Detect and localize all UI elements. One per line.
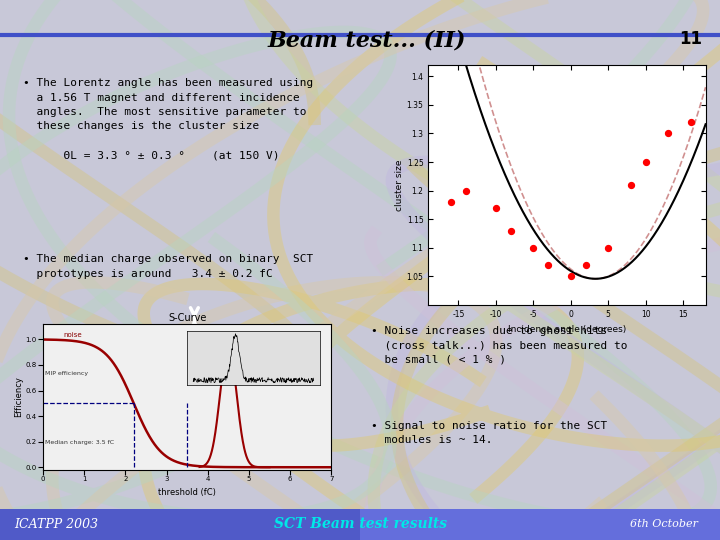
Text: noise: noise [64,332,82,338]
Y-axis label: cluster size: cluster size [395,159,404,211]
Point [528,244,539,252]
Text: • The median charge observed on binary  SCT
  prototypes is around   3.4 ± 0.2 f: • The median charge observed on binary S… [23,254,313,279]
X-axis label: Incidence angle (degrees): Incidence angle (degrees) [508,325,626,334]
Text: • Signal to noise ratio for the SCT
  modules is ~ 14.: • Signal to noise ratio for the SCT modu… [371,421,607,446]
Text: Median charge: 3.5 fC: Median charge: 3.5 fC [45,440,114,445]
Point [580,261,592,269]
Text: • Noise increases due to ghost hits
  (cross talk...) has been measured to
  be : • Noise increases due to ghost hits (cro… [371,326,627,365]
Text: • The Lorentz angle has been measured using
  a 1.56 T magnet and different inci: • The Lorentz angle has been measured us… [23,78,313,160]
Point [542,261,554,269]
Text: SCT Beam test results: SCT Beam test results [274,517,446,531]
Text: 11: 11 [679,30,702,48]
X-axis label: threshold (fC): threshold (fC) [158,488,216,497]
Point [662,129,674,138]
Point [640,158,652,166]
Title: S-Curve: S-Curve [168,313,207,323]
Point [505,226,516,235]
Point [460,186,472,195]
Text: 6th October: 6th October [631,519,698,529]
Y-axis label: Efficiency: Efficiency [14,376,23,417]
Text: Beam test... (II): Beam test... (II) [268,30,467,51]
Point [490,204,502,212]
Point [625,180,636,190]
Text: ICATPP 2003: ICATPP 2003 [14,518,99,531]
Text: MIP efficiency: MIP efficiency [45,371,89,376]
Point [445,198,456,206]
Point [565,272,577,281]
Point [603,244,614,252]
Point [685,118,696,126]
